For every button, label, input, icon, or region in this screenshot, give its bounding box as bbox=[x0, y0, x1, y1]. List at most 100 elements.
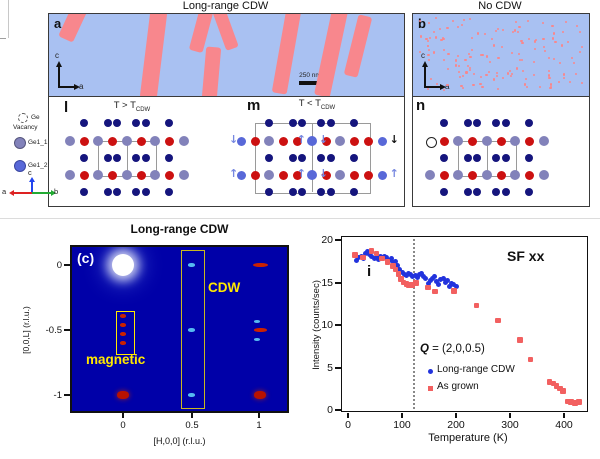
defect-dot bbox=[579, 50, 582, 53]
lattice-atom-slate bbox=[65, 170, 75, 180]
cdw-stripe bbox=[201, 46, 221, 96]
lattice-atom-navy bbox=[440, 188, 449, 196]
map-peak-cdw bbox=[188, 393, 195, 397]
defect-dot bbox=[565, 21, 568, 24]
scatter-point-as-grown bbox=[560, 388, 566, 394]
scatter-point-as-grown bbox=[390, 263, 396, 269]
lattice-atom-navy bbox=[141, 119, 150, 127]
scatter-point-as-grown bbox=[553, 383, 560, 389]
map-y-tick bbox=[64, 329, 70, 331]
scatter-plot: SF xx i Q = (2,0,0.5) Long-range CDW As … bbox=[341, 236, 588, 412]
lattice-atom-navy bbox=[326, 154, 335, 162]
lattice-atom-red bbox=[349, 170, 359, 180]
displacement-arrow-icon: ↑ bbox=[229, 167, 239, 180]
scatter-point-as-grown bbox=[451, 288, 457, 294]
defect-dot bbox=[518, 26, 521, 29]
defect-dot bbox=[467, 53, 471, 56]
defect-dot bbox=[461, 24, 464, 27]
lattice-atom-slate bbox=[93, 170, 104, 180]
lattice-atom-navy bbox=[80, 119, 89, 127]
defect-dot bbox=[561, 30, 564, 33]
lattice-atom-navy bbox=[104, 154, 112, 162]
lattice-atom-red bbox=[364, 136, 374, 146]
defect-dot bbox=[483, 32, 487, 35]
map-title: Long-range CDW bbox=[130, 222, 229, 236]
axis-right-arrow-icon bbox=[440, 83, 446, 90]
scatter-corner-label: SF xx bbox=[507, 248, 545, 264]
section-separator bbox=[0, 218, 600, 219]
map-peak-cdw bbox=[188, 263, 195, 267]
map-y-tick-label: -1 bbox=[53, 390, 62, 401]
map-plot: (c) CDW magnetic bbox=[70, 245, 289, 413]
lattice-atom-navy bbox=[525, 188, 534, 196]
defect-dot bbox=[501, 77, 504, 80]
panel-n-label: n bbox=[416, 97, 426, 114]
scatter-x-tick bbox=[347, 413, 349, 418]
defect-dot bbox=[575, 73, 578, 76]
lattice-atom-slate bbox=[453, 170, 464, 180]
defect-dot bbox=[438, 28, 441, 31]
scatter-point-long-range-cdw bbox=[427, 278, 433, 284]
lattice-atom-red bbox=[164, 170, 174, 180]
lattice-atom-red bbox=[136, 136, 146, 146]
defect-dot bbox=[479, 53, 482, 57]
defect-dot bbox=[459, 76, 462, 79]
defect-dot bbox=[509, 69, 512, 72]
defect-dot bbox=[497, 28, 500, 31]
lattice-atom-navy bbox=[141, 154, 150, 162]
scatter-point-long-range-cdw bbox=[419, 271, 425, 277]
axis-c-label: c bbox=[421, 51, 425, 60]
defect-dot bbox=[472, 83, 475, 86]
defect-dot bbox=[488, 60, 491, 63]
lattice-atom-slate bbox=[93, 136, 104, 146]
defect-dot bbox=[547, 74, 550, 77]
defect-dot bbox=[571, 57, 574, 60]
defect-dot bbox=[495, 74, 498, 77]
defect-dot bbox=[446, 83, 449, 86]
lattice-atom-navy bbox=[165, 119, 174, 127]
scatter-y-tick-label: 10 bbox=[321, 319, 333, 331]
map-peak-magnetic bbox=[120, 341, 126, 345]
defect-dot bbox=[544, 49, 547, 53]
defect-dot bbox=[520, 39, 523, 42]
lattice-atom-navy bbox=[473, 119, 482, 127]
defect-dot bbox=[515, 67, 518, 70]
scatter-point-as-grown bbox=[379, 255, 385, 262]
defect-dot bbox=[460, 85, 463, 88]
lattice-atom-navy bbox=[492, 188, 501, 196]
scatter-point-long-range-cdw bbox=[431, 273, 437, 279]
defect-dot bbox=[461, 86, 464, 90]
map-peak-magnetic bbox=[254, 337, 260, 341]
defect-dot bbox=[496, 87, 499, 90]
lattice-atom-navy bbox=[289, 119, 297, 127]
axis-a-label: a bbox=[445, 82, 450, 91]
defect-dot bbox=[428, 37, 432, 40]
lattice-atom-red bbox=[524, 170, 534, 180]
defect-dot bbox=[457, 70, 460, 74]
scatter-point-as-grown bbox=[564, 398, 571, 405]
lattice-atom-navy bbox=[265, 188, 274, 196]
q-annotation: Q = (2,0,0.5) bbox=[420, 343, 485, 355]
defect-dot bbox=[558, 61, 561, 64]
scatter-point-long-range-cdw bbox=[365, 249, 371, 255]
defect-dot bbox=[436, 83, 439, 86]
defect-dot bbox=[567, 41, 570, 44]
lattice-atom-ge2 bbox=[378, 170, 388, 180]
lattice-atom-red bbox=[108, 170, 118, 180]
lattice-atom-navy bbox=[464, 154, 472, 162]
left-panel-title: Long-range CDW bbox=[182, 0, 269, 12]
defect-dot bbox=[547, 69, 550, 73]
defect-dot bbox=[442, 38, 445, 41]
scatter-y-tick bbox=[335, 281, 341, 284]
lattice-atom-navy bbox=[265, 119, 274, 127]
legend-red-label: As grown bbox=[437, 381, 479, 392]
defect-dot bbox=[490, 37, 493, 40]
defect-dot bbox=[457, 64, 460, 67]
defect-dot bbox=[492, 78, 495, 81]
lattice-atom-ge2 bbox=[236, 170, 246, 180]
lattice-atom-navy bbox=[113, 188, 122, 196]
defect-dot bbox=[576, 24, 579, 27]
defect-dot bbox=[535, 39, 538, 42]
legend-axis-a-line bbox=[13, 191, 32, 194]
map-x-tick bbox=[122, 413, 124, 418]
